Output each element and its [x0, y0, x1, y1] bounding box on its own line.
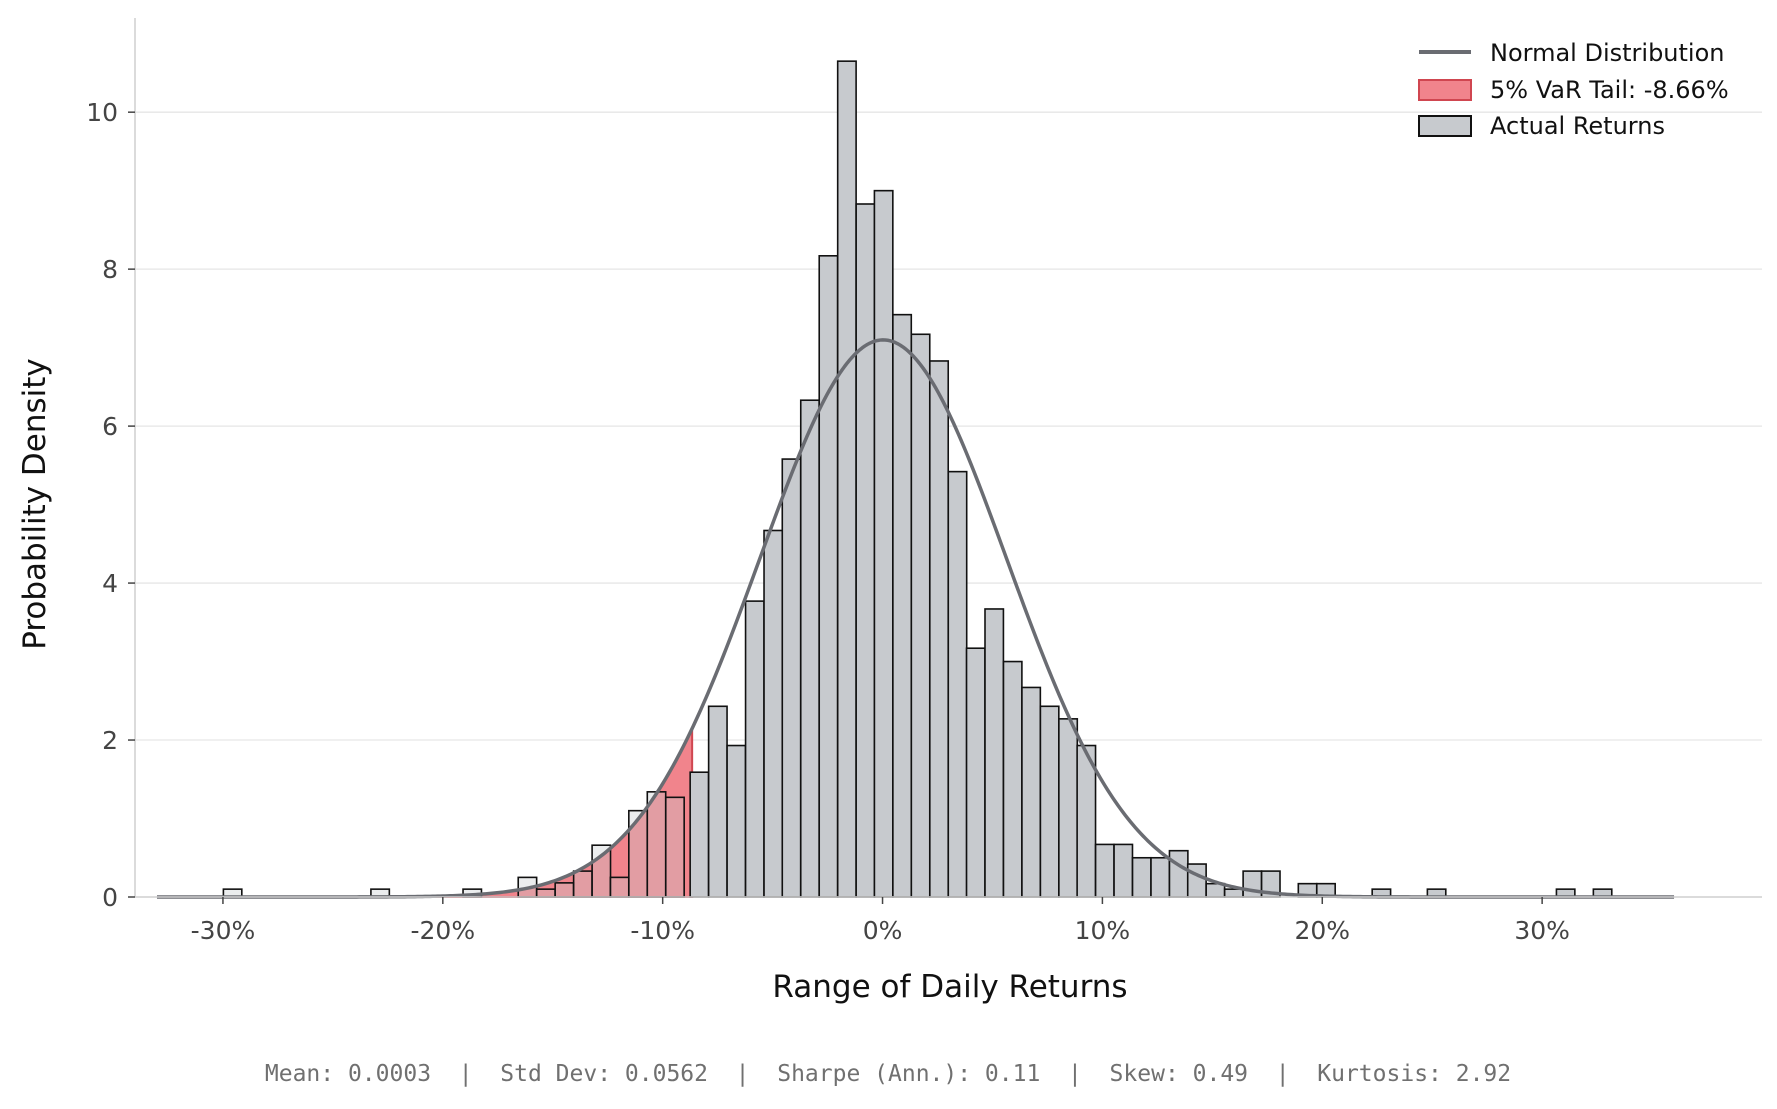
histogram-bar-39	[1186, 863, 1207, 898]
y-axis-label: Probability Density	[17, 358, 53, 650]
x-tick-label: 10%	[1075, 916, 1131, 945]
histogram-bars	[222, 60, 1613, 898]
histogram-bar-15	[744, 600, 765, 898]
var-tail-region	[156, 728, 694, 898]
histogram-bar-16	[763, 529, 784, 898]
histogram-bar-26	[947, 470, 968, 898]
histogram-bar-22	[873, 189, 894, 898]
histogram-bar-41	[1223, 888, 1244, 898]
legend: Normal Distribution 5% VaR Tail: -8.66% …	[1418, 39, 1729, 140]
histogram-bar-20	[836, 60, 857, 898]
x-tick-label: -20%	[411, 916, 476, 945]
histogram-bar-25	[929, 360, 950, 898]
var-tail-area	[156, 728, 694, 898]
legend-var-swatch	[1418, 79, 1472, 101]
y-tick-label: 8	[102, 255, 118, 284]
histogram-bar-37	[1150, 856, 1171, 898]
y-tick-label: 6	[102, 412, 118, 441]
legend-normal-label: Normal Distribution	[1490, 39, 1724, 67]
x-tick-label: 30%	[1514, 916, 1570, 945]
histogram-bar-36	[1131, 856, 1152, 898]
histogram-bar-5	[554, 882, 575, 898]
legend-hist-label: Actual Returns	[1490, 112, 1665, 140]
histogram-bar-8	[609, 876, 630, 898]
histogram-bar-12	[689, 771, 710, 898]
histogram-bar-35	[1113, 843, 1134, 898]
legend-var-label: 5% VaR Tail: -8.66%	[1490, 76, 1729, 104]
histogram-bar-7	[591, 844, 612, 898]
histogram-bar-11	[664, 796, 685, 898]
histogram-bar-27	[965, 647, 986, 898]
stats-summary: Mean: 0.0003 | Std Dev: 0.0562 | Sharpe …	[265, 1061, 1511, 1087]
histogram-bar-24	[910, 333, 931, 898]
histogram-bar-10	[646, 791, 667, 898]
x-axis-label: Range of Daily Returns	[772, 969, 1127, 1005]
histogram-bar-29	[1002, 660, 1023, 898]
histogram-bar-19	[818, 255, 839, 898]
x-tick-label: 0%	[863, 916, 903, 945]
histogram-bar-30	[1021, 686, 1042, 898]
y-tick-label: 0	[102, 883, 118, 912]
histogram-bar-9	[628, 809, 649, 898]
y-tick-label: 4	[102, 569, 118, 598]
y-tick-label: 2	[102, 726, 118, 755]
x-tick-label: 20%	[1294, 916, 1350, 945]
histogram-bar-18	[799, 399, 820, 898]
histogram-bar-31	[1039, 705, 1060, 898]
tick-labels: -30% -20% -10% 0% 10% 20% 30% 0 2 4 6 8 10	[86, 98, 1570, 945]
histogram-bar-23	[892, 313, 913, 898]
histogram-bar-21	[855, 203, 876, 898]
histogram-bar-13	[707, 705, 728, 898]
histogram-bar-17	[781, 458, 802, 898]
histogram-bar-28	[984, 608, 1005, 898]
legend-hist-swatch	[1418, 115, 1472, 137]
histogram-bar-6	[572, 870, 593, 898]
x-tick-label: -30%	[191, 916, 256, 945]
histogram-bar-38	[1168, 849, 1189, 898]
x-tick-label: -10%	[630, 916, 695, 945]
histogram-bar-34	[1094, 843, 1115, 898]
histogram-bar-14	[726, 744, 747, 898]
axes	[134, 18, 1762, 898]
histogram-bar-32	[1058, 718, 1079, 898]
histogram-bar-4	[535, 888, 556, 898]
y-tick-label: 10	[86, 98, 118, 127]
